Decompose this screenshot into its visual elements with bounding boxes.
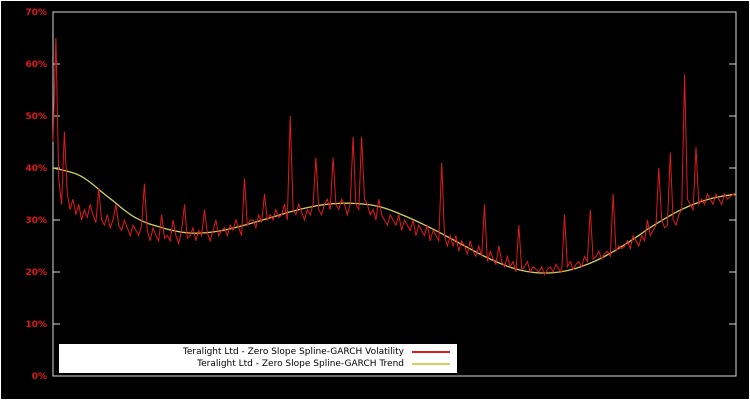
y-axis-tick-label: 30% bbox=[25, 216, 47, 226]
y-axis-tick-label: 0% bbox=[32, 372, 47, 382]
plot-frame bbox=[52, 11, 737, 377]
trend-series-line bbox=[52, 167, 737, 274]
legend: Teralight Ltd - Zero Slope Spline-GARCH … bbox=[59, 344, 457, 373]
legend-item-volatility: Teralight Ltd - Zero Slope Spline-GARCH … bbox=[66, 346, 450, 358]
y-axis-tick-label: 50% bbox=[25, 112, 47, 122]
legend-label-trend: Teralight Ltd - Zero Slope Spline-GARCH … bbox=[197, 359, 404, 369]
legend-line-sample-trend bbox=[412, 363, 450, 365]
legend-line-sample-volatility bbox=[412, 351, 450, 353]
y-axis-tick-label: 10% bbox=[25, 320, 47, 330]
y-axis-tick-label: 20% bbox=[25, 268, 47, 278]
legend-item-trend: Teralight Ltd - Zero Slope Spline-GARCH … bbox=[66, 358, 450, 370]
volatility-series-line bbox=[52, 37, 737, 276]
y-axis-tick-label: 60% bbox=[25, 60, 47, 70]
legend-label-volatility: Teralight Ltd - Zero Slope Spline-GARCH … bbox=[182, 347, 404, 357]
y-axis-tick-label: 70% bbox=[25, 8, 47, 18]
y-axis-tick-label: 40% bbox=[25, 164, 47, 174]
y-axis-ticks: 0% 10% 20% 30% 40% 50% 60% 70% bbox=[25, 8, 736, 382]
